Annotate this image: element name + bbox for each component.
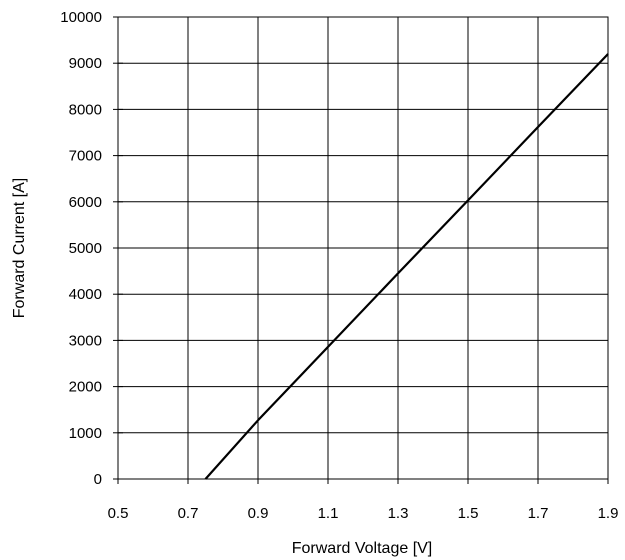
- ticks: [113, 16, 609, 484]
- x-tick-label: 1.9: [598, 505, 619, 522]
- x-tick-label: 0.9: [248, 505, 269, 522]
- y-tick-label: 4000: [69, 286, 102, 303]
- series-line: [204, 53, 609, 480]
- x-tick-labels: 0.5 0.7 0.9 1.1 1.3 1.5 1.7 1.9: [108, 505, 619, 522]
- x-tick-label: 1.3: [388, 505, 409, 522]
- series-group: [204, 53, 609, 480]
- y-tick-label: 6000: [69, 194, 102, 211]
- y-axis-label: Forward Current [A]: [11, 178, 28, 318]
- y-tick-label: 3000: [69, 332, 102, 349]
- y-tick-label: 0: [94, 471, 102, 488]
- x-tick-label: 0.5: [108, 505, 129, 522]
- x-tick-label: 0.7: [178, 505, 199, 522]
- x-tick-label: 1.5: [458, 505, 479, 522]
- y-tick-label: 10000: [60, 9, 102, 26]
- y-tick-label: 7000: [69, 148, 102, 165]
- grid: [117, 16, 609, 480]
- x-tick-label: 1.1: [318, 505, 339, 522]
- y-tick-label: 9000: [69, 55, 102, 72]
- y-tick-label: 2000: [69, 379, 102, 396]
- y-tick-labels: 0 1000 2000 3000 4000 5000 6000 7000 8000 9000 100…: [60, 9, 102, 488]
- y-tick-label: 1000: [69, 425, 102, 442]
- y-tick-label: 5000: [69, 240, 102, 257]
- y-tick-label: 8000: [69, 101, 102, 118]
- x-tick-label: 1.7: [528, 505, 549, 522]
- x-axis-label: Forward Voltage [V]: [292, 540, 433, 557]
